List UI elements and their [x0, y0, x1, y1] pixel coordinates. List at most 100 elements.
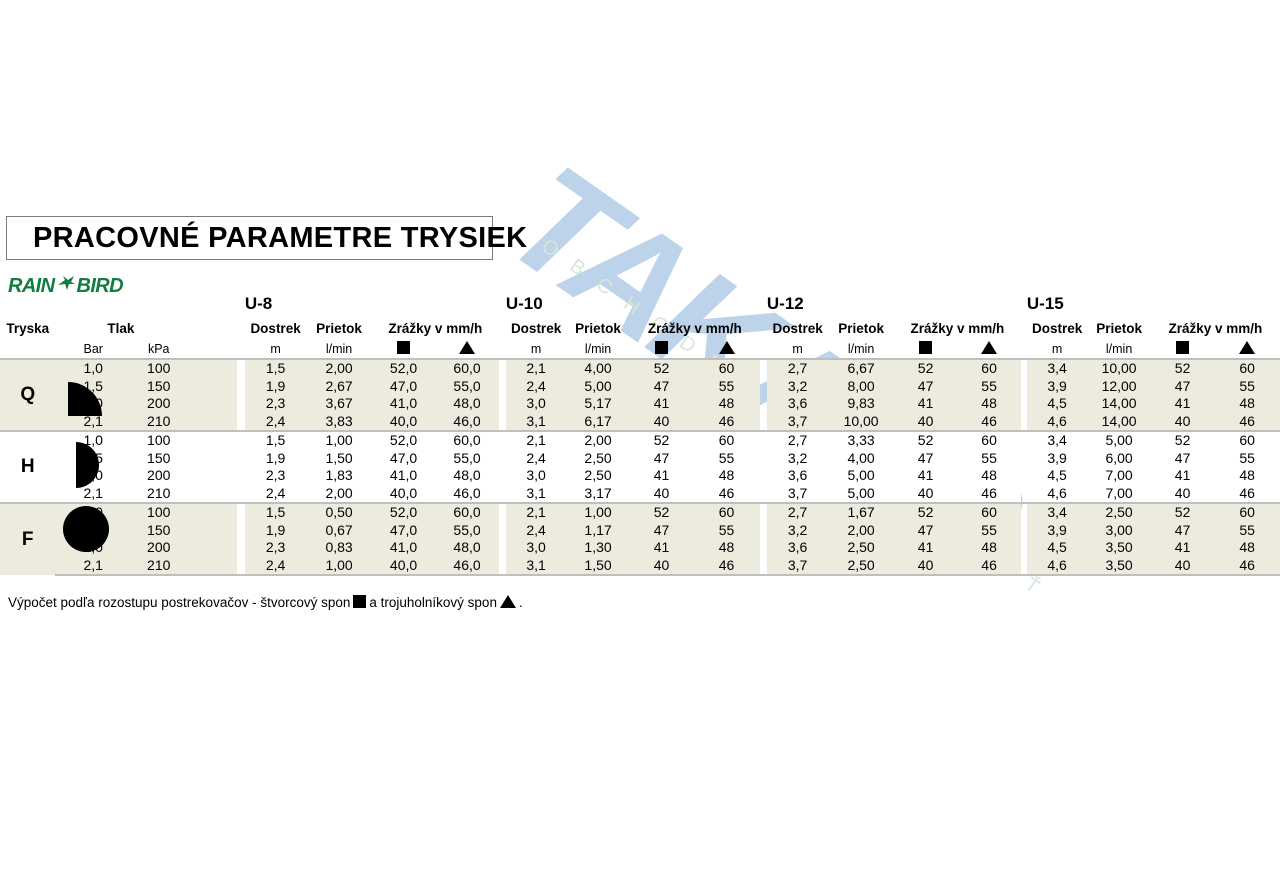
cell-zrazky-triangle: 55 — [957, 449, 1021, 467]
unit-lmin-u12: l/min — [847, 342, 875, 356]
cell-prietok: 1,00 — [306, 556, 372, 576]
cell-dostrek: 3,4 — [1026, 430, 1088, 450]
cell-spacer — [186, 521, 237, 539]
cell-zrazky-square: 52 — [893, 358, 958, 378]
group-separator-u-12 — [760, 395, 767, 413]
nozzle-label-h: H — [0, 430, 56, 503]
group-separator-u-8 — [236, 412, 245, 432]
header-tlak: Tlak — [107, 321, 135, 336]
cell-zrazky-triangle: 46,0 — [435, 484, 499, 504]
cell-zrazky-triangle: 46 — [693, 556, 760, 576]
cell-prietok: 2,50 — [828, 539, 894, 557]
cell-zrazky-square: 52,0 — [371, 358, 436, 378]
cell-dostrek: 1,9 — [244, 521, 307, 539]
cell-dostrek: 2,1 — [505, 502, 567, 522]
cell-zrazky-triangle: 46,0 — [435, 412, 499, 432]
cell-zrazky-square: 40 — [1150, 556, 1215, 576]
brand-name-right: BIRD — [76, 275, 124, 297]
cell-dostrek: 3,1 — [505, 556, 567, 576]
cell-dostrek: 2,3 — [244, 467, 307, 485]
rain-bird-logo: RAIN BIRD — [8, 274, 124, 298]
cell-zrazky-square: 41 — [1150, 467, 1215, 485]
parameters-table: U-8 U-10 U-12 U-15 Tryska Tlak Dostrek P… — [0, 288, 1280, 576]
group-separator-u-10 — [499, 450, 506, 468]
group-title-row: U-8 U-10 U-12 U-15 — [0, 288, 1280, 315]
cell-zrazky-triangle: 48 — [1214, 539, 1280, 557]
cell-dostrek: 1,9 — [244, 449, 307, 467]
cell-prietok: 2,50 — [566, 467, 630, 485]
group-separator-u-12 — [759, 430, 767, 450]
group-title-u12: U-12 — [766, 294, 804, 313]
group-separator-u-8 — [236, 502, 245, 522]
cell-bar: 2,1 — [55, 556, 131, 576]
cell-zrazky-triangle: 48 — [693, 539, 760, 557]
cell-dostrek: 4,6 — [1026, 556, 1088, 576]
cell-zrazky-square: 47 — [893, 377, 958, 395]
unit-m-u8: m — [270, 342, 281, 356]
cell-zrazky-square: 40 — [893, 412, 958, 432]
group-separator-u-8 — [236, 556, 245, 576]
group-separator-u-10 — [498, 358, 506, 378]
cell-zrazky-square: 41,0 — [371, 395, 436, 413]
cell-prietok: 10,00 — [828, 412, 894, 432]
bird-icon — [56, 274, 76, 298]
cell-prietok: 6,67 — [828, 358, 894, 378]
table-row: Q 1,0 100 1,5 2,00 52,0 60,0 2,1 4,00 52 60 2,7 6,67… — [0, 358, 1280, 431]
cell-zrazky-triangle: 55,0 — [435, 521, 499, 539]
cell-dostrek: 3,0 — [505, 539, 567, 557]
table-row: 2,1 210 2,4 1,00 40,0 46,0 3,1 1,50 40 46 3,7 2,50 4… — [0, 556, 1280, 576]
group-separator-u-10 — [499, 467, 506, 485]
cell-zrazky-square: 41 — [629, 539, 694, 557]
cell-zrazky-triangle: 48 — [1214, 467, 1280, 485]
group-separator-u-12 — [760, 539, 767, 557]
cell-dostrek: 2,4 — [505, 449, 567, 467]
group-separator-u-8 — [237, 467, 245, 485]
cell-zrazky-square: 47,0 — [371, 449, 436, 467]
square-icon — [1151, 336, 1214, 359]
footnote-part-3: . — [518, 595, 523, 610]
cell-dostrek: 1,5 — [244, 430, 307, 450]
cell-prietok: 2,50 — [828, 556, 894, 576]
cell-spacer — [186, 484, 237, 504]
page-title: PRACOVNÉ PARAMETRE TRYSIEK — [33, 222, 528, 254]
triangle-icon — [693, 336, 760, 359]
group-separator-u-10 — [498, 430, 506, 450]
group-separator-u-8 — [236, 484, 245, 504]
cell-zrazky-square: 40 — [893, 556, 958, 576]
cell-zrazky-square: 41 — [1150, 539, 1215, 557]
group-separator-u-8 — [237, 539, 245, 557]
cell-prietok: 6,00 — [1087, 449, 1151, 467]
cell-prietok: 3,50 — [1087, 556, 1151, 576]
cell-zrazky-triangle: 55 — [693, 377, 760, 395]
cell-zrazky-triangle: 55 — [1214, 521, 1280, 539]
cell-spacer — [186, 556, 237, 576]
cell-zrazky-square: 47 — [1150, 521, 1215, 539]
cell-spacer — [186, 358, 237, 378]
cell-dostrek: 2,7 — [766, 358, 829, 378]
header-dostrek-u15: Dostrek — [1031, 321, 1083, 336]
header-dostrek-u12: Dostrek — [772, 321, 823, 336]
square-icon — [353, 595, 367, 608]
cell-dostrek: 2,3 — [244, 395, 307, 413]
cell-zrazky-triangle: 55 — [1214, 449, 1280, 467]
cell-dostrek: 3,2 — [766, 521, 829, 539]
group-separator-u-10 — [499, 522, 506, 540]
cell-zrazky-triangle: 55 — [957, 377, 1021, 395]
cell-zrazky-square: 47 — [1150, 377, 1215, 395]
cell-zrazky-triangle: 55 — [1214, 377, 1280, 395]
cell-zrazky-square: 40 — [629, 484, 694, 504]
cell-spacer — [186, 412, 237, 432]
cell-zrazky-square: 47,0 — [371, 521, 436, 539]
cell-zrazky-square: 52 — [1150, 502, 1215, 522]
cell-zrazky-triangle: 48 — [1214, 395, 1280, 413]
cell-dostrek: 3,2 — [766, 377, 829, 395]
cell-zrazky-square: 40 — [629, 556, 694, 576]
table-body: Q 1,0 100 1,5 2,00 52,0 60,0 2,1 4,00 52 60 2,7 6,67… — [0, 358, 1280, 576]
group-separator-u-12 — [760, 450, 767, 468]
group-separator-u-10 — [498, 502, 506, 522]
cell-prietok: 2,00 — [306, 484, 372, 504]
cell-bar: 1,0 — [55, 430, 131, 450]
nozzle-label-f: F — [0, 502, 56, 575]
cell-zrazky-triangle: 48 — [957, 395, 1021, 413]
cell-prietok: 14,00 — [1087, 412, 1151, 432]
